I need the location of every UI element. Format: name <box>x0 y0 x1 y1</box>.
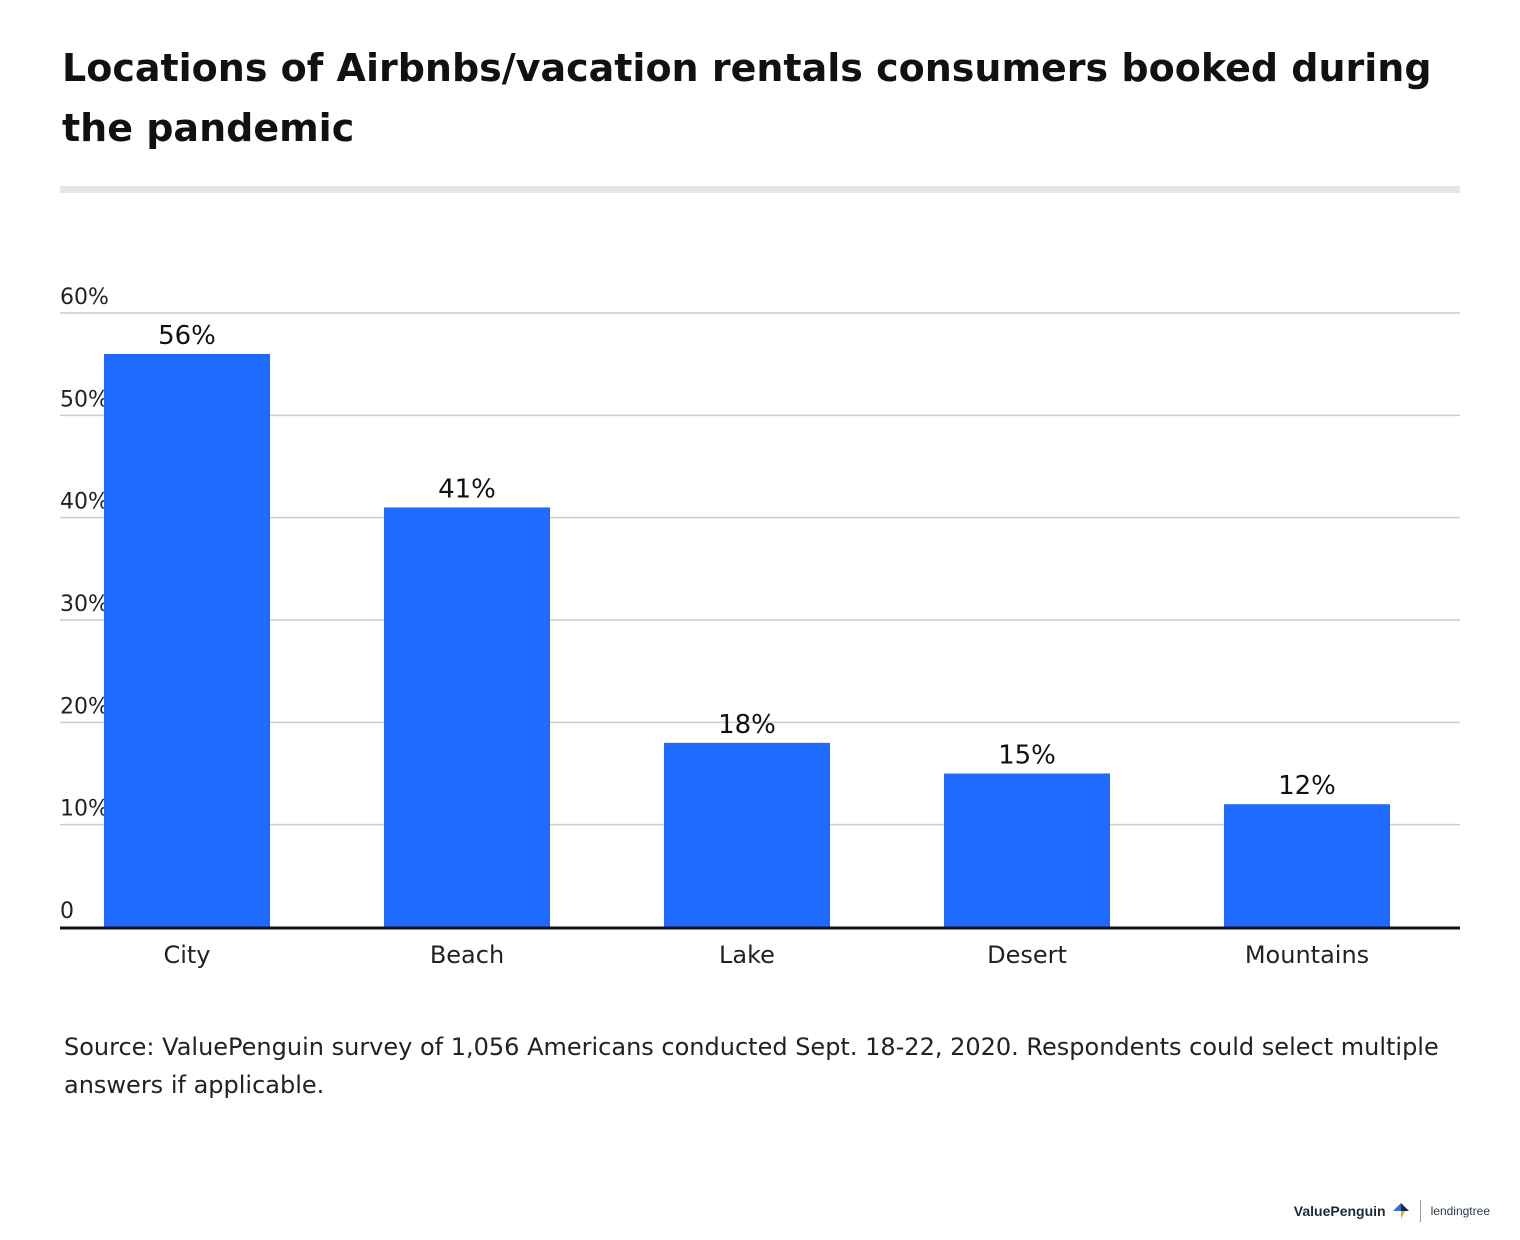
x-tick-label: Lake <box>719 941 775 969</box>
data-label: 12% <box>1278 771 1336 801</box>
data-label: 18% <box>718 710 776 740</box>
x-tick-label: Mountains <box>1245 941 1369 969</box>
y-tick-label: 20% <box>60 694 109 719</box>
y-tick-label: 50% <box>60 387 109 412</box>
bar-lake <box>664 742 830 927</box>
y-tick-label: 30% <box>60 592 109 617</box>
bar-beach <box>384 507 550 927</box>
logo-divider <box>1419 1200 1421 1222</box>
source-note: Source: ValuePenguin survey of 1,056 Ame… <box>64 1033 1439 1099</box>
y-tick-label: 0 <box>60 899 74 924</box>
title-divider <box>60 186 1460 193</box>
y-tick-label: 60% <box>60 285 109 310</box>
y-tick-label: 40% <box>60 490 109 515</box>
bar-desert <box>944 773 1110 927</box>
chart-title: Locations of Airbnbs/vacation rentals co… <box>62 46 1432 150</box>
bar-city <box>104 353 270 927</box>
x-tick-label: City <box>163 941 210 969</box>
data-label: 41% <box>438 474 496 504</box>
brand-logo: ValuePenguin lendingtree <box>1294 1196 1490 1226</box>
x-tick-label: Desert <box>987 941 1067 969</box>
y-tick-label: 10% <box>60 797 109 822</box>
bar-mountains <box>1224 804 1390 927</box>
valuepenguin-logo-text: ValuePenguin <box>1293 1203 1386 1219</box>
data-label: 56% <box>158 321 216 351</box>
bar-chart: 0 10% 20% 30% 40% 50% 60% 56% City 41% Beach 18% Lak… <box>60 285 1460 969</box>
lendingtree-logo-text: lendingtree <box>1430 1204 1490 1218</box>
x-tick-label: Beach <box>430 941 504 969</box>
valuepenguin-mark-icon <box>1392 1203 1409 1219</box>
data-label: 15% <box>998 741 1056 771</box>
